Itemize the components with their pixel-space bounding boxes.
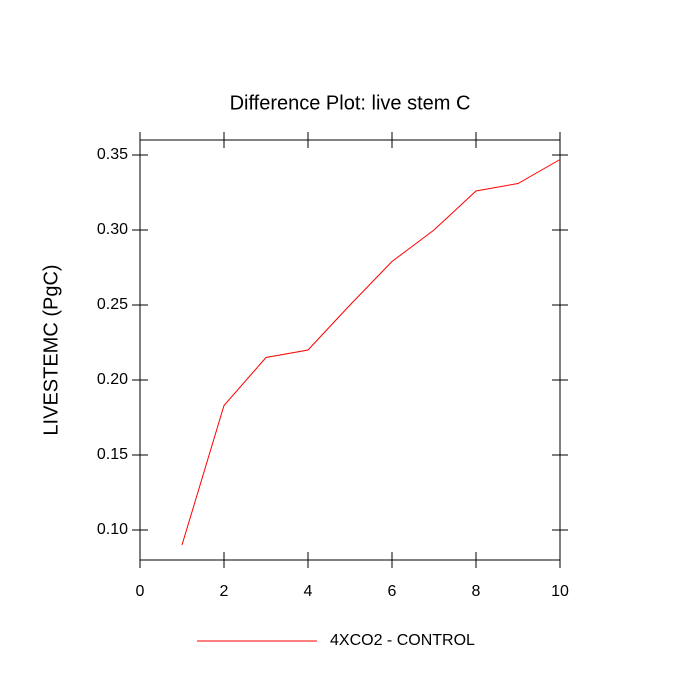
x-tick-label: 6 <box>388 583 397 600</box>
y-tick-label: 0.15 <box>97 446 128 463</box>
plot-frame <box>139 139 561 561</box>
legend-label: 4XCO2 - CONTROL <box>330 632 475 649</box>
y-tick-label: 0.30 <box>97 221 128 238</box>
y-tick-label: 0.25 <box>97 296 128 313</box>
x-tick-label: 2 <box>220 583 229 600</box>
y-tick-label: 0.35 <box>97 146 128 163</box>
x-tick-label: 0 <box>136 583 145 600</box>
x-tick-label: 4 <box>304 583 313 600</box>
x-tick-label: 8 <box>472 583 481 600</box>
chart-title: Difference Plot: live stem C <box>230 92 471 114</box>
data-line <box>181 159 561 546</box>
y-tick-label: 0.20 <box>97 371 128 388</box>
y-axis-label: LIVESTEMC (PgC) <box>40 264 62 435</box>
y-tick-label: 0.10 <box>97 521 128 538</box>
x-tick-label: 10 <box>551 583 569 600</box>
